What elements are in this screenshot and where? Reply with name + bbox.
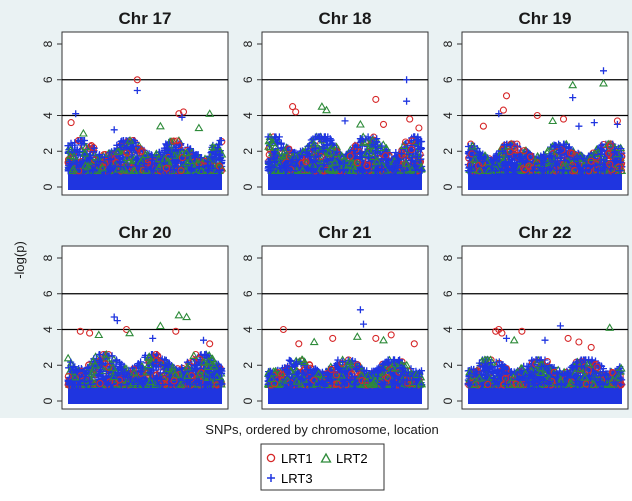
- y-tick-label: 2: [441, 148, 455, 155]
- chart-panel: Chr 18 0 2 4 6 8: [241, 9, 428, 195]
- y-tick-label: 8: [41, 254, 55, 261]
- y-tick-label: 6: [41, 290, 55, 297]
- y-tick-label: 4: [41, 326, 55, 333]
- y-tick-label: 0: [41, 397, 55, 404]
- y-tick-label: 0: [441, 183, 455, 190]
- y-tick-label: 4: [41, 112, 55, 119]
- panel-title: Chr 17: [119, 9, 172, 28]
- y-tick-label: 8: [441, 40, 455, 47]
- y-tick-label: 8: [41, 40, 55, 47]
- y-tick-label: 4: [441, 112, 455, 119]
- panel-title: Chr 19: [519, 9, 572, 28]
- y-tick-label: 2: [41, 148, 55, 155]
- y-tick-label: 4: [241, 112, 255, 119]
- y-tick-label: 6: [241, 76, 255, 83]
- y-tick-label: 2: [41, 362, 55, 369]
- panel-title: Chr 20: [119, 223, 172, 242]
- y-tick-label: 8: [241, 40, 255, 47]
- chart-panel: Chr 20 0 2 4 6 8: [41, 223, 228, 409]
- y-tick-label: 0: [41, 183, 55, 190]
- panel-title: Chr 18: [319, 9, 372, 28]
- chart-panel: Chr 19 0 2 4 6 8: [441, 9, 628, 195]
- y-tick-label: 2: [241, 148, 255, 155]
- y-tick-label: 6: [41, 76, 55, 83]
- y-tick-label: 6: [441, 76, 455, 83]
- chart-panel: Chr 17 0 2 4 6 8: [41, 9, 228, 195]
- y-tick-label: 0: [241, 183, 255, 190]
